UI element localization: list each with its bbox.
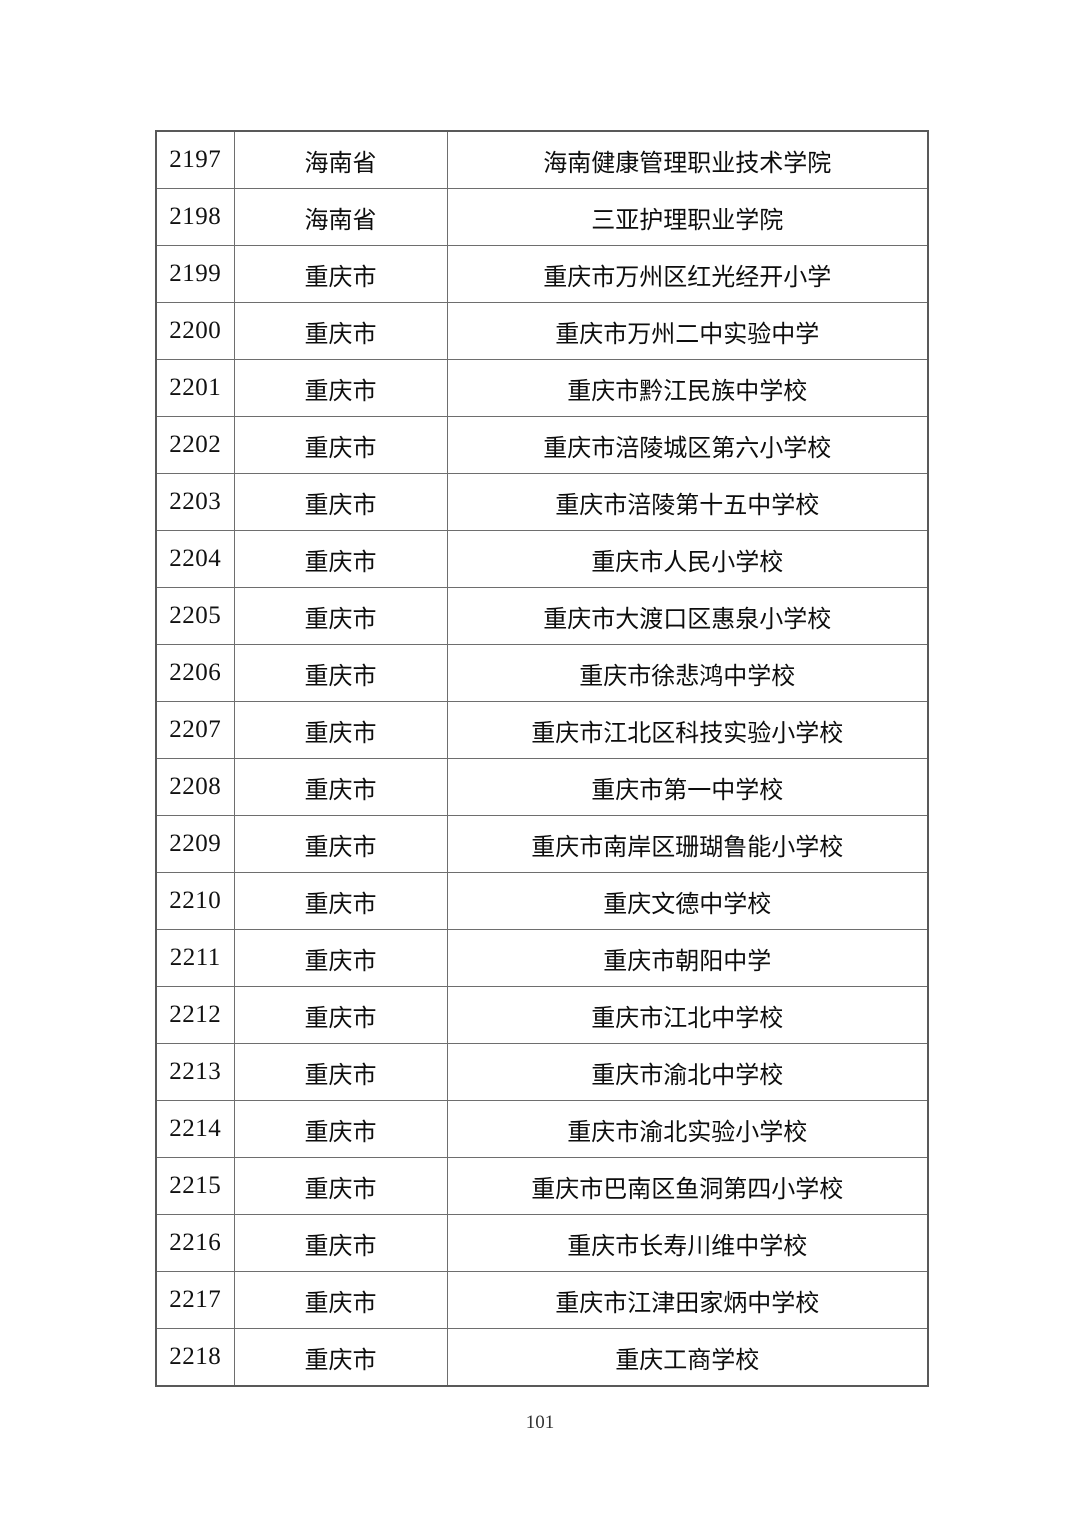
cell-province: 重庆市 xyxy=(233,530,448,588)
cell-province: 重庆市 xyxy=(233,644,448,702)
cell-school: 重庆市南岸区珊瑚鲁能小学校 xyxy=(446,815,929,873)
cell-serial: 2214 xyxy=(155,1100,235,1158)
cell-province: 重庆市 xyxy=(233,302,448,360)
cell-serial: 2217 xyxy=(155,1271,235,1329)
table-row: 2203 重庆市 重庆市涪陵第十五中学校 xyxy=(155,473,929,531)
cell-province: 重庆市 xyxy=(233,758,448,816)
cell-school: 重庆市江津田家炳中学校 xyxy=(446,1271,929,1329)
cell-serial: 2208 xyxy=(155,758,235,816)
cell-serial: 2198 xyxy=(155,188,235,246)
cell-province: 重庆市 xyxy=(233,1214,448,1272)
table-row: 2206 重庆市 重庆市徐悲鸿中学校 xyxy=(155,644,929,702)
cell-province: 重庆市 xyxy=(233,701,448,759)
table-row: 2204 重庆市 重庆市人民小学校 xyxy=(155,530,929,588)
cell-province: 重庆市 xyxy=(233,1271,448,1329)
table-row: 2218 重庆市 重庆工商学校 xyxy=(155,1328,929,1387)
cell-school: 重庆文德中学校 xyxy=(446,872,929,930)
cell-serial: 2218 xyxy=(155,1328,235,1387)
cell-school: 重庆市第一中学校 xyxy=(446,758,929,816)
cell-school: 重庆市涪陵第十五中学校 xyxy=(446,473,929,531)
cell-province: 重庆市 xyxy=(233,473,448,531)
cell-serial: 2197 xyxy=(155,130,235,189)
table-row: 2209 重庆市 重庆市南岸区珊瑚鲁能小学校 xyxy=(155,815,929,873)
cell-serial: 2210 xyxy=(155,872,235,930)
cell-serial: 2205 xyxy=(155,587,235,645)
cell-serial: 2216 xyxy=(155,1214,235,1272)
cell-province: 重庆市 xyxy=(233,1100,448,1158)
cell-serial: 2204 xyxy=(155,530,235,588)
table-row: 2202 重庆市 重庆市涪陵城区第六小学校 xyxy=(155,416,929,474)
table-row: 2217 重庆市 重庆市江津田家炳中学校 xyxy=(155,1271,929,1329)
cell-province: 重庆市 xyxy=(233,929,448,987)
cell-school: 重庆市巴南区鱼洞第四小学校 xyxy=(446,1157,929,1215)
cell-school: 重庆市江北区科技实验小学校 xyxy=(446,701,929,759)
cell-province: 重庆市 xyxy=(233,359,448,417)
cell-serial: 2209 xyxy=(155,815,235,873)
table-row: 2208 重庆市 重庆市第一中学校 xyxy=(155,758,929,816)
table-row: 2197 海南省 海南健康管理职业技术学院 xyxy=(155,130,929,189)
cell-serial: 2207 xyxy=(155,701,235,759)
cell-school: 重庆市涪陵城区第六小学校 xyxy=(446,416,929,474)
table-row: 2213 重庆市 重庆市渝北中学校 xyxy=(155,1043,929,1101)
cell-serial: 2201 xyxy=(155,359,235,417)
cell-school: 重庆工商学校 xyxy=(446,1328,929,1387)
cell-province: 海南省 xyxy=(233,130,448,189)
table-row: 2210 重庆市 重庆文德中学校 xyxy=(155,872,929,930)
table-row: 2201 重庆市 重庆市黔江民族中学校 xyxy=(155,359,929,417)
cell-school: 重庆市人民小学校 xyxy=(446,530,929,588)
table-row: 2216 重庆市 重庆市长寿川维中学校 xyxy=(155,1214,929,1272)
cell-school: 重庆市长寿川维中学校 xyxy=(446,1214,929,1272)
table-row: 2215 重庆市 重庆市巴南区鱼洞第四小学校 xyxy=(155,1157,929,1215)
table-row: 2214 重庆市 重庆市渝北实验小学校 xyxy=(155,1100,929,1158)
cell-school: 重庆市徐悲鸿中学校 xyxy=(446,644,929,702)
table-row: 2198 海南省 三亚护理职业学院 xyxy=(155,188,929,246)
cell-serial: 2215 xyxy=(155,1157,235,1215)
cell-school: 重庆市渝北中学校 xyxy=(446,1043,929,1101)
cell-province: 重庆市 xyxy=(233,245,448,303)
cell-serial: 2211 xyxy=(155,929,235,987)
cell-province: 重庆市 xyxy=(233,587,448,645)
cell-province: 重庆市 xyxy=(233,815,448,873)
cell-serial: 2199 xyxy=(155,245,235,303)
cell-school: 重庆市大渡口区惠泉小学校 xyxy=(446,587,929,645)
cell-province: 重庆市 xyxy=(233,416,448,474)
cell-school: 重庆市渝北实验小学校 xyxy=(446,1100,929,1158)
cell-serial: 2202 xyxy=(155,416,235,474)
cell-school: 重庆市万州二中实验中学 xyxy=(446,302,929,360)
table-row: 2207 重庆市 重庆市江北区科技实验小学校 xyxy=(155,701,929,759)
cell-school: 海南健康管理职业技术学院 xyxy=(446,130,929,189)
cell-school: 重庆市朝阳中学 xyxy=(446,929,929,987)
table-row: 2212 重庆市 重庆市江北中学校 xyxy=(155,986,929,1044)
cell-serial: 2213 xyxy=(155,1043,235,1101)
table-row: 2205 重庆市 重庆市大渡口区惠泉小学校 xyxy=(155,587,929,645)
cell-province: 海南省 xyxy=(233,188,448,246)
page-number: 101 xyxy=(525,1412,555,1433)
table-row: 2211 重庆市 重庆市朝阳中学 xyxy=(155,929,929,987)
cell-province: 重庆市 xyxy=(233,1043,448,1101)
cell-province: 重庆市 xyxy=(233,1157,448,1215)
cell-province: 重庆市 xyxy=(233,872,448,930)
table-row: 2199 重庆市 重庆市万州区红光经开小学 xyxy=(155,245,929,303)
cell-serial: 2203 xyxy=(155,473,235,531)
cell-school: 重庆市江北中学校 xyxy=(446,986,929,1044)
school-list-table: 2197 海南省 海南健康管理职业技术学院 2198 海南省 三亚护理职业学院 2199 重庆… xyxy=(155,130,929,1387)
cell-serial: 2206 xyxy=(155,644,235,702)
cell-serial: 2212 xyxy=(155,986,235,1044)
cell-school: 三亚护理职业学院 xyxy=(446,188,929,246)
school-table-body: 2197 海南省 海南健康管理职业技术学院 2198 海南省 三亚护理职业学院 2199 重庆… xyxy=(155,130,929,1387)
cell-serial: 2200 xyxy=(155,302,235,360)
cell-province: 重庆市 xyxy=(233,1328,448,1387)
cell-province: 重庆市 xyxy=(233,986,448,1044)
cell-school: 重庆市黔江民族中学校 xyxy=(446,359,929,417)
cell-school: 重庆市万州区红光经开小学 xyxy=(446,245,929,303)
table-row: 2200 重庆市 重庆市万州二中实验中学 xyxy=(155,302,929,360)
